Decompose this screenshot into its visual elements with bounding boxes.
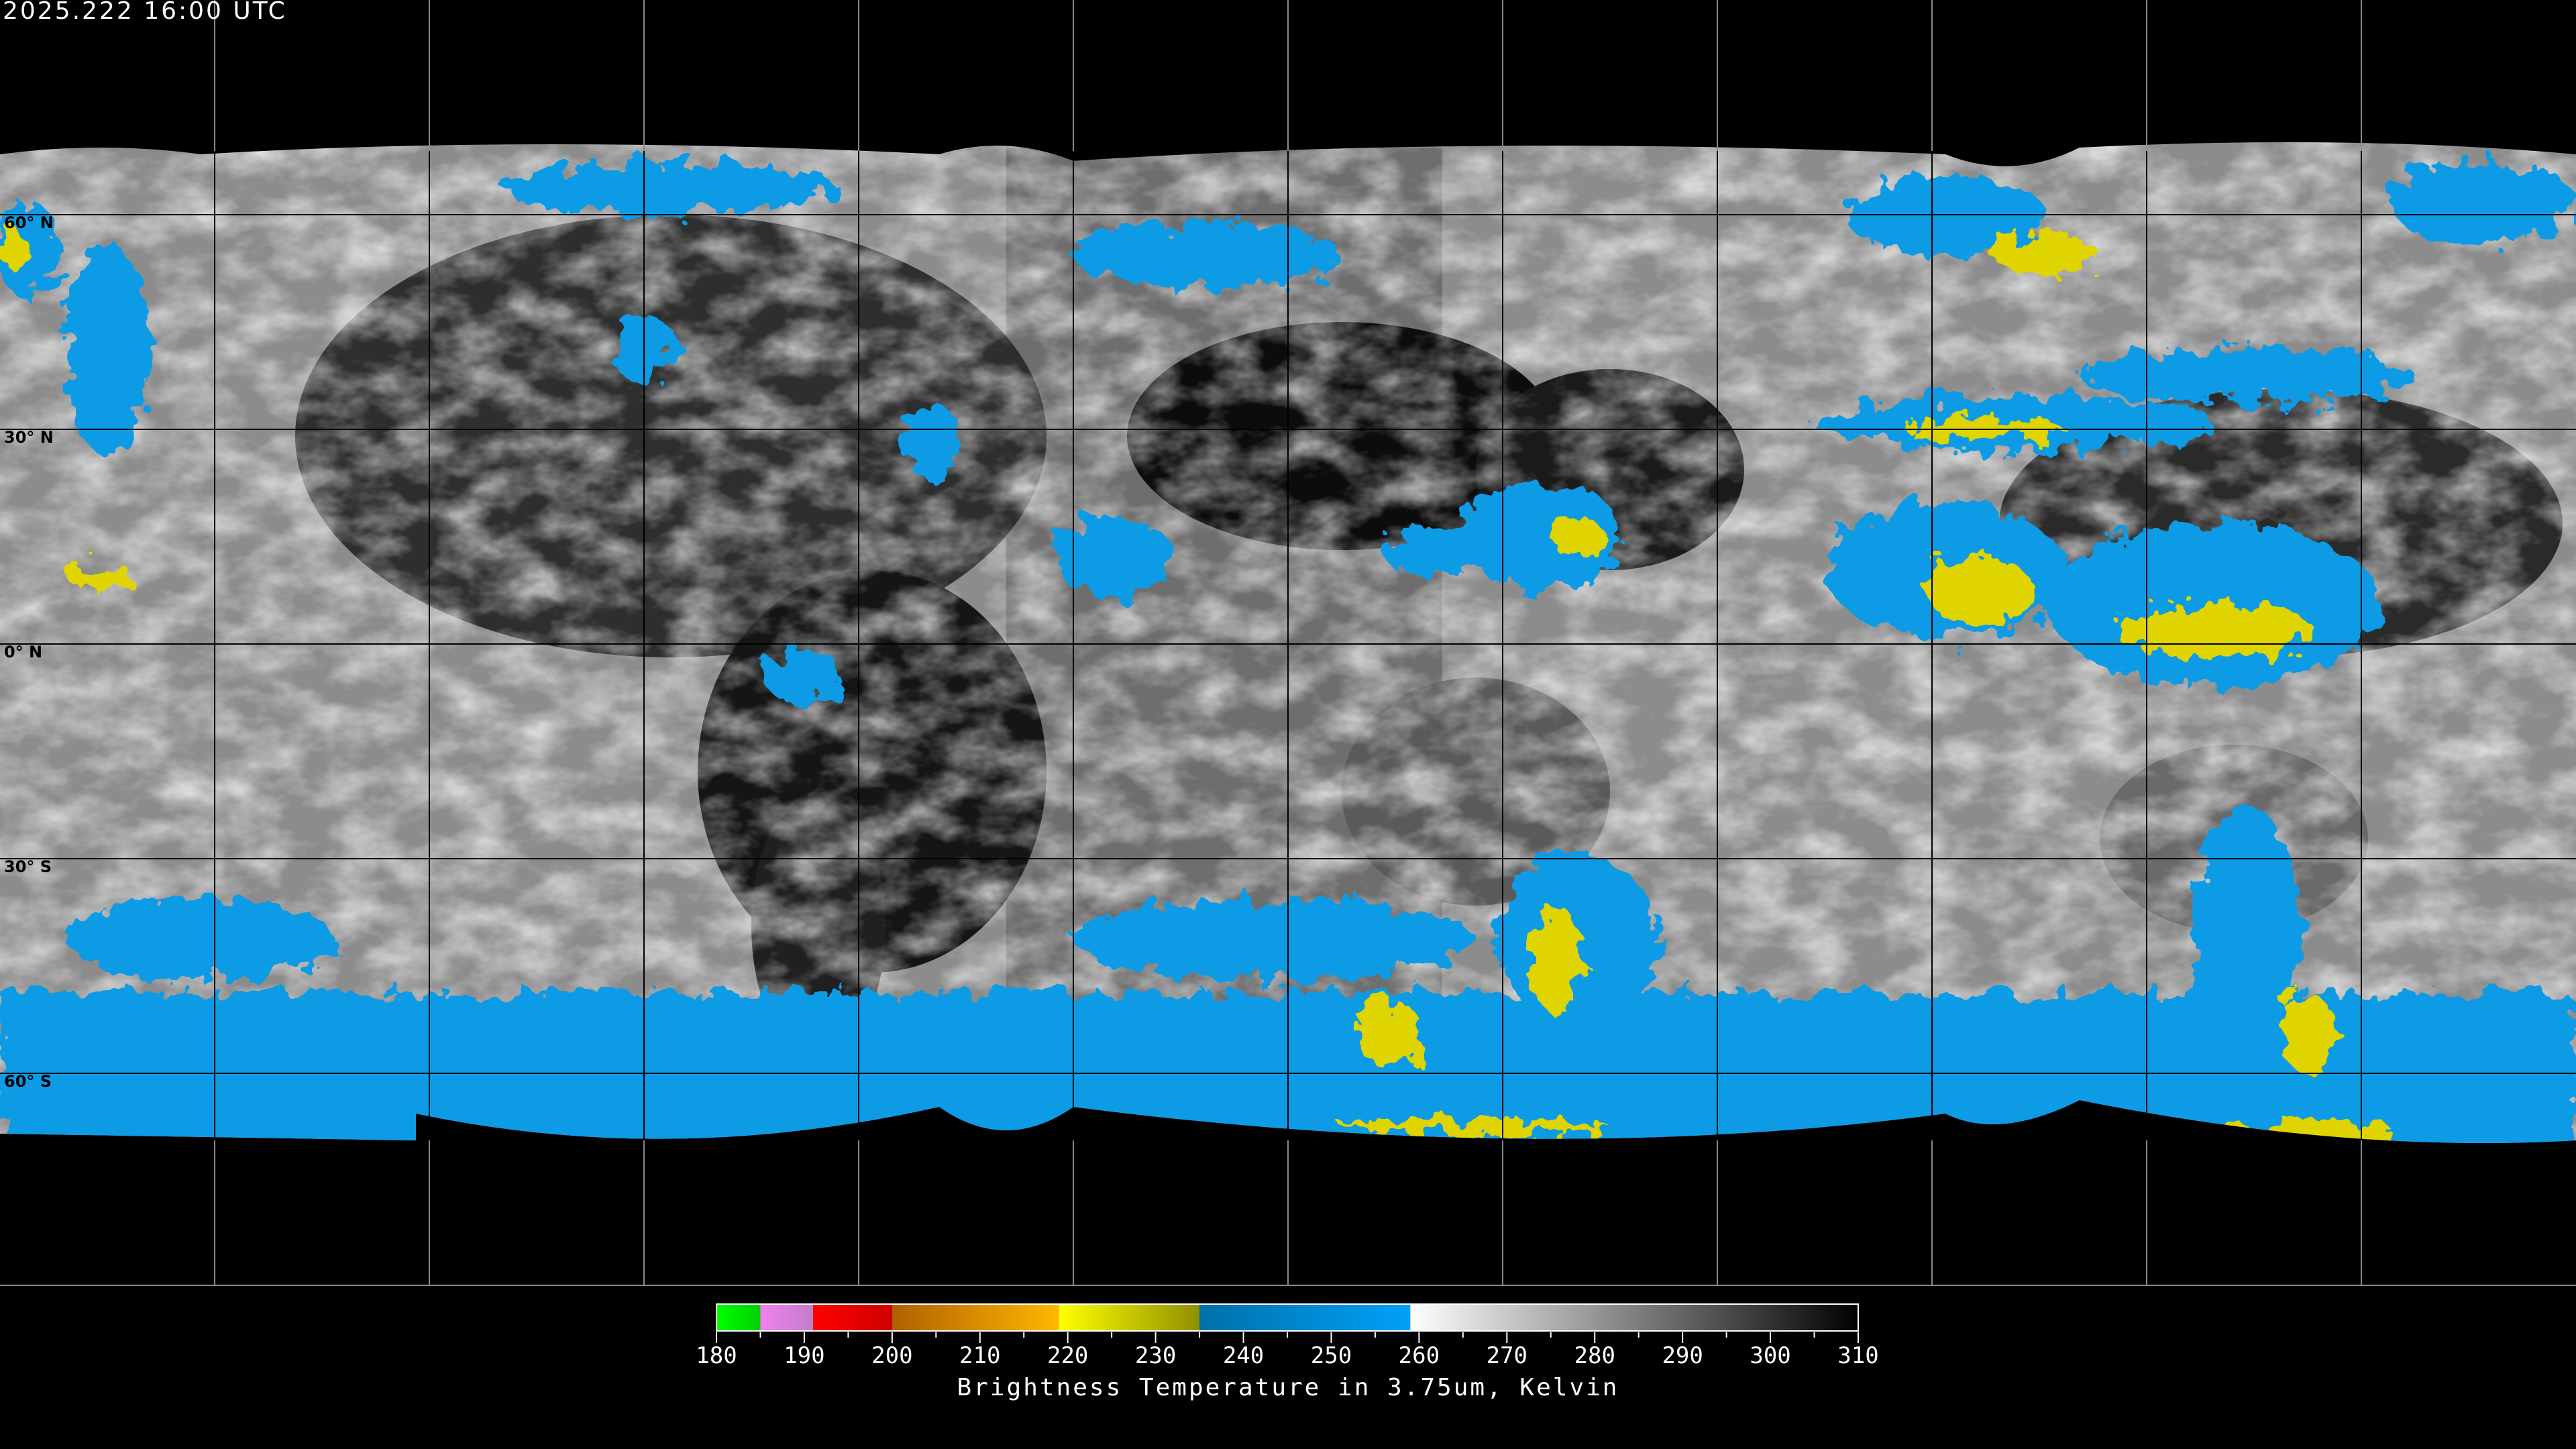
colorbar-tick-label: 190: [784, 1342, 824, 1369]
lat-label-30n: 30° N: [4, 428, 54, 447]
colorbar-tick-label: 260: [1399, 1342, 1440, 1369]
satellite-map: [0, 0, 2576, 1286]
colorbar-segment: [892, 1304, 1059, 1331]
colorbar-tick-label: 240: [1223, 1342, 1264, 1369]
colorbar-tick-label: 270: [1487, 1342, 1527, 1369]
lat-lon-grid: [0, 0, 2576, 1285]
colorbar-tick-label: 290: [1662, 1342, 1703, 1369]
lat-label-60s: 60° S: [4, 1072, 52, 1091]
colorbar-segment: [1199, 1304, 1411, 1331]
colorbar-segment: [813, 1304, 892, 1331]
colorbar-tick-label: 250: [1311, 1342, 1352, 1369]
colorbar-segment: [716, 1304, 761, 1331]
colorbar-segment: [760, 1304, 814, 1331]
colorbar-segment: [1059, 1304, 1200, 1331]
colorbar-tick-label: 210: [959, 1342, 1000, 1369]
colorbar-frame: [716, 1303, 1859, 1332]
colorbar-tick-label: 310: [1837, 1342, 1878, 1369]
colorbar-tick-label: 280: [1574, 1342, 1615, 1369]
lat-label-60n: 60° N: [4, 213, 54, 232]
colorbar-tick-label: 220: [1047, 1342, 1088, 1369]
colorbar-segment: [1410, 1304, 1858, 1331]
lat-label-0: 0° N: [4, 643, 43, 661]
colorbar-title: Brightness Temperature in 3.75um, Kelvin: [957, 1374, 1619, 1401]
colorbar-tick-label: 200: [871, 1342, 912, 1369]
colorbar: 180 190 200 210 220 230 240 250 260 270 280 290 300 3…: [696, 1303, 1879, 1369]
colorbar-tick-label: 300: [1750, 1342, 1790, 1369]
lat-label-30s: 30° S: [4, 857, 52, 876]
timestamp-title: 2025.222 16:00 UTC: [3, 0, 287, 25]
colorbar-tick-label: 230: [1135, 1342, 1176, 1369]
colorbar-tick-label: 180: [696, 1342, 737, 1369]
